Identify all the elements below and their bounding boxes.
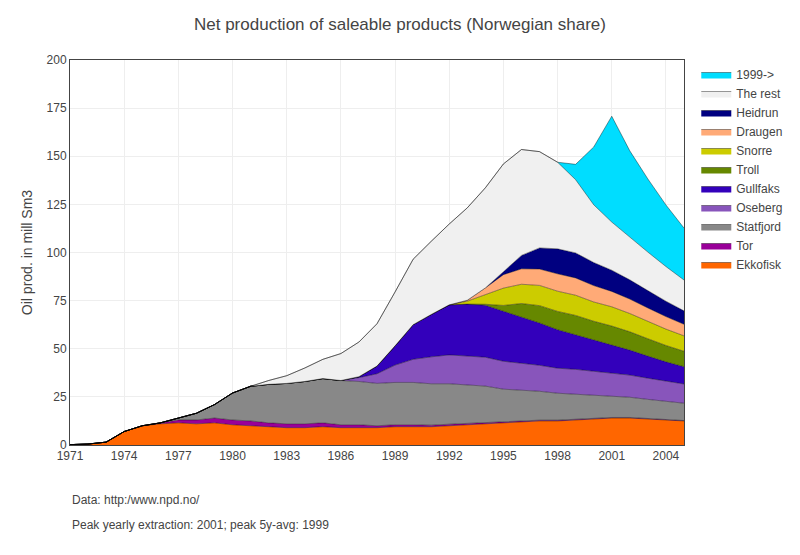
svg-text:Tor: Tor — [736, 239, 753, 253]
svg-text:Gullfaks: Gullfaks — [736, 182, 779, 196]
svg-text:1977: 1977 — [165, 449, 192, 463]
svg-text:1974: 1974 — [111, 449, 138, 463]
svg-text:175: 175 — [47, 101, 67, 115]
svg-text:0: 0 — [60, 438, 67, 452]
svg-text:100: 100 — [47, 246, 67, 260]
svg-text:150: 150 — [47, 149, 67, 163]
svg-text:125: 125 — [47, 198, 67, 212]
svg-text:Ekkofisk: Ekkofisk — [736, 258, 782, 272]
svg-text:2001: 2001 — [598, 449, 625, 463]
svg-text:Peak yearly extraction: 2001;: Peak yearly extraction: 2001; peak 5y-av… — [72, 518, 329, 532]
svg-text:1980: 1980 — [219, 449, 246, 463]
svg-text:Snorre: Snorre — [736, 144, 772, 158]
svg-text:Draugen: Draugen — [736, 125, 782, 139]
svg-text:1995: 1995 — [490, 449, 517, 463]
svg-text:Data: http:/www.npd.no/: Data: http:/www.npd.no/ — [72, 493, 200, 507]
svg-text:Net production of saleable pro: Net production of saleable products (Nor… — [194, 15, 606, 34]
svg-text:Oil prod. in mill Sm3: Oil prod. in mill Sm3 — [19, 190, 35, 315]
svg-text:The rest: The rest — [736, 87, 781, 101]
svg-text:1998: 1998 — [544, 449, 571, 463]
svg-text:25: 25 — [53, 390, 67, 404]
svg-text:1999->: 1999-> — [736, 68, 774, 82]
svg-text:1989: 1989 — [382, 449, 409, 463]
svg-text:2004: 2004 — [653, 449, 680, 463]
svg-text:Troll: Troll — [736, 163, 759, 177]
svg-text:1971: 1971 — [57, 449, 84, 463]
svg-text:50: 50 — [53, 342, 67, 356]
svg-text:Oseberg: Oseberg — [736, 201, 782, 215]
svg-text:75: 75 — [53, 294, 67, 308]
svg-text:Heidrun: Heidrun — [736, 106, 778, 120]
svg-text:200: 200 — [47, 53, 67, 67]
svg-text:1992: 1992 — [436, 449, 463, 463]
svg-text:1983: 1983 — [273, 449, 300, 463]
svg-text:Statfjord: Statfjord — [736, 220, 781, 234]
svg-text:1986: 1986 — [328, 449, 355, 463]
